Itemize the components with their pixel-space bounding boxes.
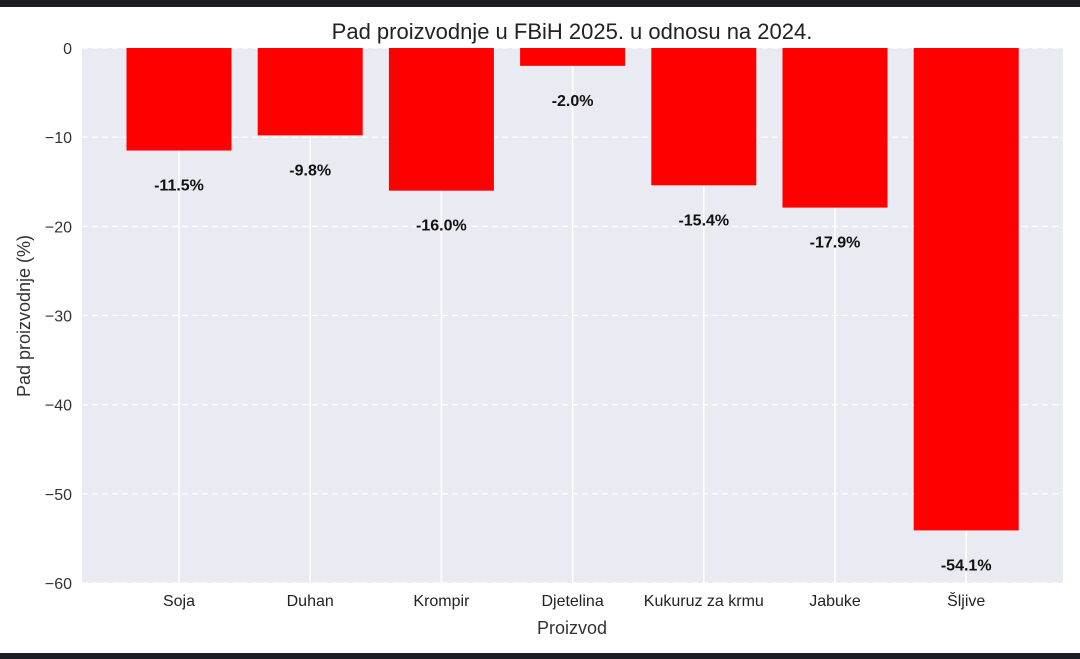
- x-tick-label: Duhan: [287, 593, 334, 610]
- bar: [388, 48, 494, 191]
- x-tick-label: Šljive: [947, 591, 985, 610]
- y-tick-label: 0: [63, 41, 72, 58]
- chart-title: Pad proizvodnje u FBiH 2025. u odnosu na…: [332, 19, 813, 44]
- y-tick-label: −20: [45, 219, 72, 236]
- bar: [257, 48, 363, 136]
- y-axis-label: Pad proizvodnje (%): [14, 235, 34, 397]
- data-label: -15.4%: [678, 212, 729, 229]
- bar: [651, 48, 757, 186]
- top-frame-bar: [0, 0, 1080, 7]
- y-tick-label: −10: [45, 130, 72, 147]
- x-tick-label: Soja: [163, 593, 195, 610]
- bar: [782, 48, 888, 208]
- x-axis-label: Proizvod: [537, 618, 607, 638]
- x-tick-label: Krompir: [413, 593, 470, 610]
- data-label: -54.1%: [941, 557, 992, 574]
- x-tick-label: Djetelina: [541, 593, 603, 610]
- data-label: -2.0%: [552, 93, 594, 110]
- x-axis-ticks: Soja Duhan Krompir Djetelina Kukuruz za krmu…: [163, 591, 985, 610]
- y-tick-label: −30: [45, 309, 72, 326]
- data-labels: -11.5% -9.8% -16.0% -2.0% -15.4% -17.9% -54.1%: [154, 93, 991, 575]
- bar: [520, 48, 626, 66]
- x-tick-label: Kukuruz za krmu: [644, 593, 764, 610]
- data-label: -9.8%: [289, 162, 331, 179]
- y-tick-label: −40: [45, 398, 72, 415]
- y-axis-ticks: 0 −10 −20 −30 −40 −50 −60: [45, 41, 72, 593]
- bar-layer: [126, 48, 1019, 531]
- data-label: -17.9%: [810, 235, 861, 252]
- data-label: -11.5%: [154, 178, 204, 195]
- y-tick-label: −50: [45, 487, 72, 504]
- bar: [126, 48, 232, 151]
- data-label: -16.0%: [416, 218, 467, 235]
- x-tick-label: Jabuke: [809, 593, 861, 610]
- y-tick-label: −60: [45, 576, 72, 593]
- bottom-frame-bar: [0, 653, 1080, 659]
- bar: [913, 48, 1019, 531]
